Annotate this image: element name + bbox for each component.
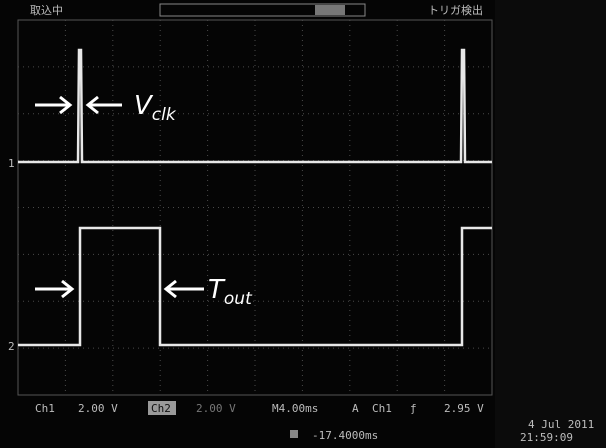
side-panel [495,0,606,448]
date: 4 Jul 2011 [528,418,594,431]
ch2-label: Ch2 [151,402,171,415]
time: 21:59:09 [520,431,573,444]
position-icon [290,430,298,438]
timebase: M4.00ms [272,402,318,415]
record-window [315,5,345,15]
trigger-source: Ch1 [372,402,392,415]
horizontal-position: -17.4000ms [312,429,378,442]
oscilloscope-screen: 取込中 トリガ検出 1 2 Vclk Tout Ch1 2.00 V Ch2 2… [0,0,606,448]
trigger-level: 2.95 V [444,402,484,415]
ch1-scale: 2.00 V [78,402,118,415]
acquisition-status: 取込中 [30,4,63,17]
ch1-label: Ch1 [35,402,55,415]
trigger-slope: ƒ [410,402,417,415]
ch2-scale: 2.00 V [196,402,236,415]
subscript: out [224,289,253,309]
channel-marker: 2 [8,340,15,353]
trigger-mode: A [352,402,359,415]
channel-marker: 1 [8,157,15,170]
subscript: clk [152,105,177,125]
trigger-status: トリガ検出 [428,3,483,17]
